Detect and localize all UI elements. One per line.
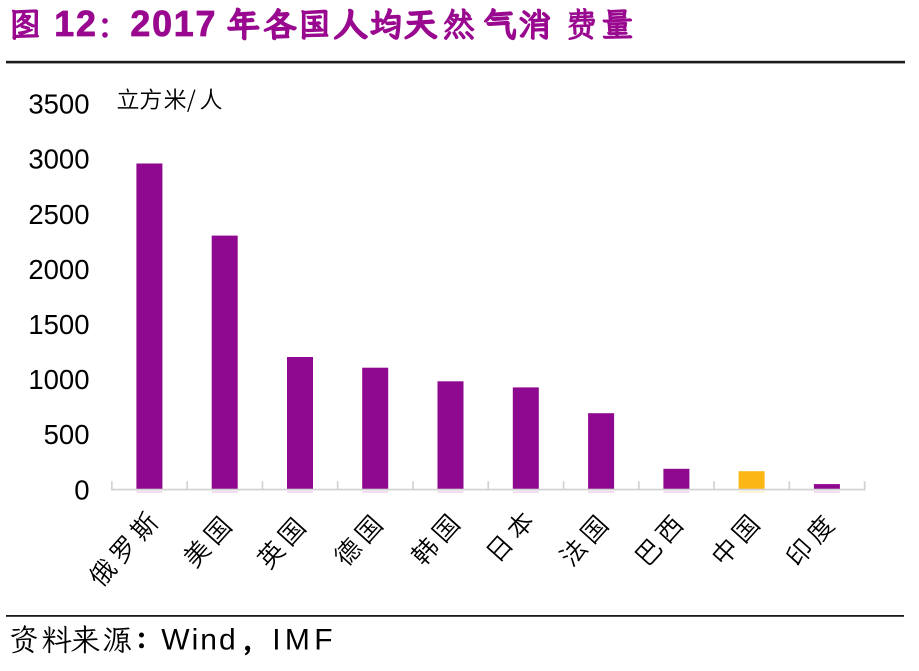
svg-text:500: 500: [44, 419, 90, 450]
svg-text:2500: 2500: [28, 199, 89, 230]
svg-text:2000: 2000: [28, 254, 89, 285]
svg-text:1500: 1500: [28, 309, 89, 340]
svg-text:0: 0: [74, 474, 89, 505]
svg-text:1000: 1000: [28, 364, 89, 395]
svg-text:3500: 3500: [28, 89, 89, 120]
svg-text:3000: 3000: [28, 144, 89, 175]
svg-text:2017: 2017: [130, 4, 217, 44]
svg-text:Wind: Wind: [161, 623, 237, 656]
svg-text:IMF: IMF: [272, 623, 337, 656]
svg-text:12: 12: [54, 4, 97, 44]
